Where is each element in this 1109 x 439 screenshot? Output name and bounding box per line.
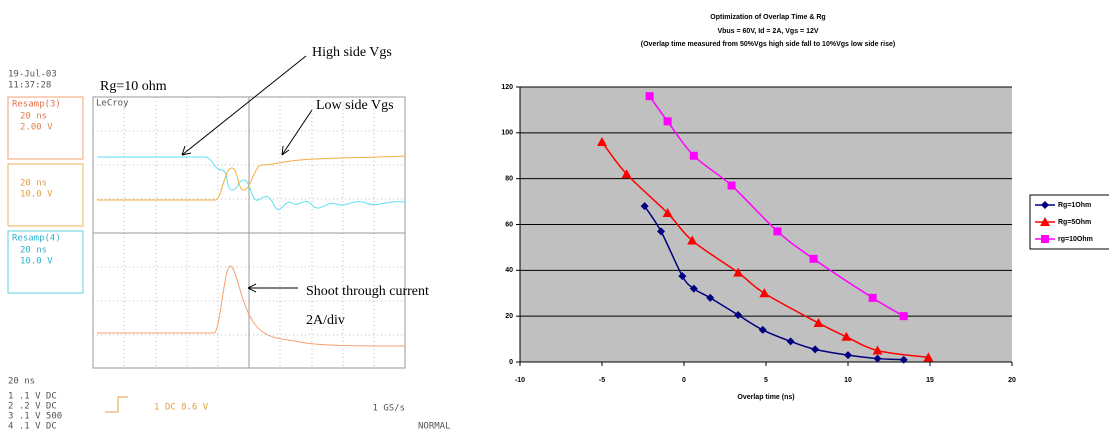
timebase: 20 ns <box>8 377 35 387</box>
marker <box>728 182 736 190</box>
legend-label: Rg=1Ohm <box>1058 202 1091 209</box>
legend-label: Rg=5Ohm <box>1058 219 1091 226</box>
chart-subtitle: Vbus = 60V, Id = 2A, Vgs = 12V <box>717 28 818 35</box>
marker <box>773 227 781 235</box>
legend-label: rg=10Ohm <box>1058 236 1093 243</box>
x-tick-label: -10 <box>515 377 525 384</box>
x-axis-label: Overlap time (ns) <box>737 394 794 401</box>
brand: LeCroy <box>96 99 129 109</box>
x-tick-label: 10 <box>844 377 852 384</box>
x-tick-label: -5 <box>599 377 605 384</box>
arrowheads <box>182 146 289 292</box>
arrows <box>182 56 312 288</box>
ch2-volt: 10.0 V <box>20 190 53 200</box>
marker <box>869 294 877 302</box>
setting: 3 .1 V 500 <box>8 412 62 422</box>
ch3-time: 20 ns <box>20 112 47 122</box>
setting: 2 .2 V DC <box>8 402 57 412</box>
ch3-volt: 2.00 V <box>20 123 53 133</box>
ch4-volt: 10.0 V <box>20 257 53 267</box>
orange-trace <box>97 156 405 200</box>
page: 19-Jul-03 11:37:28 Resamp(3) 20 ns 2.00 … <box>0 0 1109 439</box>
y-tick-label: 100 <box>501 130 513 137</box>
x-tick-label: 5 <box>764 377 768 384</box>
sample-rate: 1 GS/s <box>372 404 405 414</box>
y-tick-label: 80 <box>505 176 513 183</box>
legend-marker <box>1041 235 1049 243</box>
annotation: 2A/div <box>306 313 345 328</box>
screen-axes <box>93 97 405 368</box>
time: 11:37:28 <box>8 81 51 91</box>
mode: NORMAL <box>418 422 451 432</box>
marker <box>900 312 908 320</box>
date: 19-Jul-03 <box>8 70 57 80</box>
chart-subtitle: (Overlap time measured from 50%Vgs high … <box>641 41 895 48</box>
y-tick-label: 20 <box>505 313 513 320</box>
marker <box>664 117 672 125</box>
y-tick-label: 120 <box>501 84 513 91</box>
x-tick-label: 15 <box>926 377 934 384</box>
setting: 1 .1 V DC <box>8 392 57 402</box>
y-tick-label: 0 <box>509 359 513 366</box>
y-tick-label: 60 <box>505 221 513 228</box>
ch3-title: Resamp(3) <box>12 100 61 110</box>
marker <box>690 152 698 160</box>
chart-title: Optimization of Overlap Time & Rg <box>710 14 825 21</box>
annotation: Low side Vgs <box>316 98 394 113</box>
current-trace <box>97 266 405 346</box>
ch4-title: Resamp(4) <box>12 234 61 244</box>
ch4-time: 20 ns <box>20 246 47 256</box>
annotation: Shoot through current <box>306 284 429 299</box>
ch2-time: 20 ns <box>20 179 47 189</box>
oscilloscope: 19-Jul-03 11:37:28 Resamp(3) 20 ns 2.00 … <box>8 45 451 431</box>
cyan-trace <box>97 157 405 209</box>
y-tick-label: 40 <box>505 267 513 274</box>
trigger: 1 DC 8.6 V <box>154 403 209 413</box>
trigger-icon <box>105 397 128 412</box>
marker <box>646 92 654 100</box>
x-tick-label: 0 <box>682 377 686 384</box>
rg-label: Rg=10 ohm <box>100 79 167 94</box>
setting: 4 .1 V DC <box>8 422 57 432</box>
annotation: High side Vgs <box>312 45 392 60</box>
marker <box>810 255 818 263</box>
x-tick-label: 20 <box>1008 377 1016 384</box>
